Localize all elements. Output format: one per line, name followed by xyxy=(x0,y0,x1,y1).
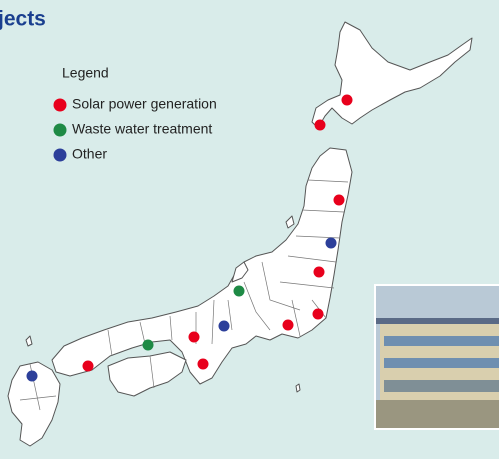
project-marker xyxy=(83,361,94,372)
photo-windows xyxy=(384,380,499,392)
project-marker xyxy=(314,267,325,278)
project-marker xyxy=(334,195,345,206)
legend-swatch xyxy=(54,149,67,162)
photo-roof xyxy=(376,318,499,324)
project-marker xyxy=(219,321,230,332)
page-title: jects xyxy=(0,8,46,31)
photo-windows xyxy=(384,358,499,368)
project-marker xyxy=(234,286,245,297)
project-marker xyxy=(189,332,200,343)
map-figure: jects Legend xyxy=(0,0,499,459)
project-marker xyxy=(326,238,337,249)
island xyxy=(296,384,300,392)
legend-label: Solar power generation xyxy=(72,96,217,112)
project-marker xyxy=(198,359,209,370)
project-marker xyxy=(313,309,324,320)
legend-label: Waste water treatment xyxy=(72,121,212,137)
project-marker xyxy=(27,371,38,382)
legend-label: Other xyxy=(72,146,107,162)
project-marker xyxy=(315,120,326,131)
project-marker xyxy=(342,95,353,106)
legend-swatch xyxy=(54,124,67,137)
photo-ground xyxy=(376,400,499,428)
project-marker xyxy=(143,340,154,351)
project-marker xyxy=(283,320,294,331)
legend-swatch xyxy=(54,99,67,112)
building-photo xyxy=(374,284,499,430)
legend-title: Legend xyxy=(62,65,109,81)
photo-windows xyxy=(384,336,499,346)
